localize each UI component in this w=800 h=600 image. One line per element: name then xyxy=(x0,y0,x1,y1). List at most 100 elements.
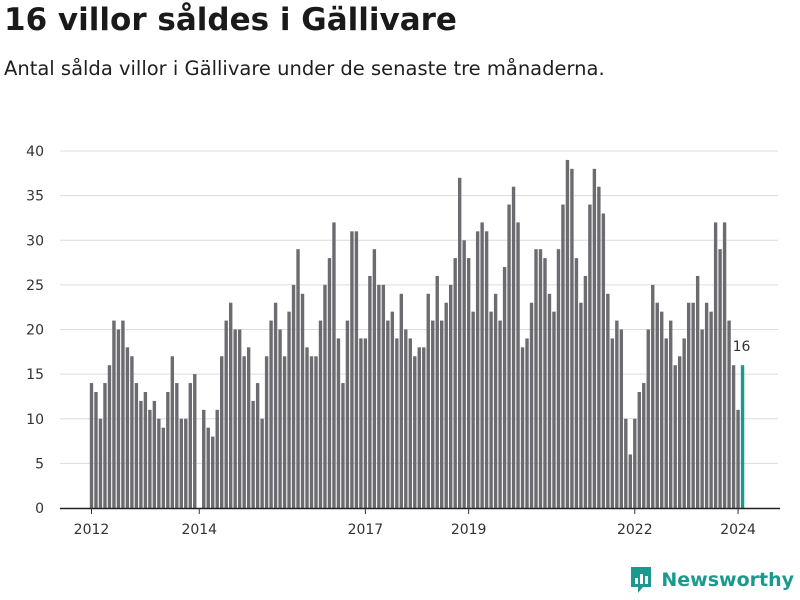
y-tick-label: 25 xyxy=(26,278,44,294)
y-tick-label: 35 xyxy=(26,189,44,205)
y-axis-ticks: 0 5 10 15 20 25 30 35 40 xyxy=(26,144,44,517)
bar xyxy=(228,302,233,508)
bar xyxy=(709,311,713,508)
x-tick-label: 2014 xyxy=(181,522,217,538)
bar xyxy=(193,374,197,509)
bar xyxy=(381,284,386,509)
bar xyxy=(269,320,273,508)
bar xyxy=(457,177,462,508)
bar xyxy=(682,338,686,508)
bar xyxy=(704,302,709,508)
bar xyxy=(94,391,98,508)
bar xyxy=(246,347,251,508)
bar xyxy=(561,204,565,509)
bar xyxy=(107,365,112,508)
bar xyxy=(278,329,282,508)
bar xyxy=(552,311,556,508)
bar xyxy=(377,284,381,509)
bar xyxy=(718,249,722,508)
bar xyxy=(175,383,179,508)
bar xyxy=(516,222,520,508)
y-tick-label: 5 xyxy=(35,456,44,472)
bar xyxy=(722,222,727,508)
y-tick-label: 0 xyxy=(35,501,44,517)
bar xyxy=(597,186,601,508)
bar xyxy=(121,320,125,508)
bar xyxy=(610,338,615,508)
bar xyxy=(103,383,107,508)
bar xyxy=(669,320,673,508)
bar xyxy=(341,383,345,508)
bar xyxy=(89,383,94,508)
y-tick-label: 20 xyxy=(26,323,44,339)
bar xyxy=(157,418,161,508)
y-tick-label: 10 xyxy=(26,412,44,428)
bar xyxy=(547,293,552,508)
bar xyxy=(184,418,188,508)
bar xyxy=(422,347,426,508)
bar xyxy=(282,356,287,508)
bar xyxy=(390,311,395,508)
bar xyxy=(161,427,166,508)
bar xyxy=(170,356,175,508)
bar xyxy=(179,418,183,508)
bar xyxy=(134,383,139,508)
bar xyxy=(166,391,170,508)
bar xyxy=(444,302,448,508)
bar xyxy=(426,293,430,508)
bar xyxy=(143,391,148,508)
bar xyxy=(601,213,606,509)
bar xyxy=(327,258,332,508)
bar xyxy=(251,400,255,508)
bar xyxy=(408,338,412,508)
bar xyxy=(404,329,408,508)
bar xyxy=(628,454,632,508)
bar xyxy=(570,168,574,508)
x-tick-label: 2024 xyxy=(720,522,756,538)
bar xyxy=(619,329,624,508)
bar xyxy=(220,356,224,508)
bar xyxy=(651,284,655,509)
bar xyxy=(188,383,192,508)
bar xyxy=(139,400,143,508)
bar xyxy=(565,159,570,508)
bar xyxy=(435,275,439,508)
y-tick-label: 15 xyxy=(26,367,44,383)
bar xyxy=(386,320,390,508)
bar xyxy=(655,302,659,508)
bar xyxy=(260,418,264,508)
bar xyxy=(543,258,547,508)
bar xyxy=(686,302,691,508)
bar xyxy=(471,311,475,508)
bar xyxy=(727,320,731,508)
bar xyxy=(489,311,493,508)
bar xyxy=(713,222,718,508)
bar xyxy=(520,347,525,508)
bar xyxy=(323,284,327,509)
bar xyxy=(440,320,444,508)
bar xyxy=(296,249,300,508)
bar xyxy=(395,338,399,508)
bar xyxy=(309,356,314,508)
bar xyxy=(534,249,538,508)
y-tick-label: 40 xyxy=(26,144,44,160)
bar xyxy=(148,409,152,508)
x-tick-label: 2017 xyxy=(348,522,384,538)
bar xyxy=(215,409,219,508)
bar xyxy=(695,275,700,508)
bar xyxy=(368,275,372,508)
bar xyxy=(453,258,457,508)
bar xyxy=(633,418,637,508)
bar xyxy=(291,284,296,509)
bar xyxy=(700,329,704,508)
bar xyxy=(202,409,206,508)
newsworthy-logo: Newsworthy xyxy=(629,566,794,594)
bar xyxy=(677,356,682,508)
bar xyxy=(287,311,291,508)
bars xyxy=(89,159,745,509)
x-tick-label: 2012 xyxy=(74,522,110,538)
bar xyxy=(664,338,668,508)
chart-title: 16 villor såldes i Gällivare xyxy=(4,2,457,38)
bar xyxy=(592,168,597,508)
